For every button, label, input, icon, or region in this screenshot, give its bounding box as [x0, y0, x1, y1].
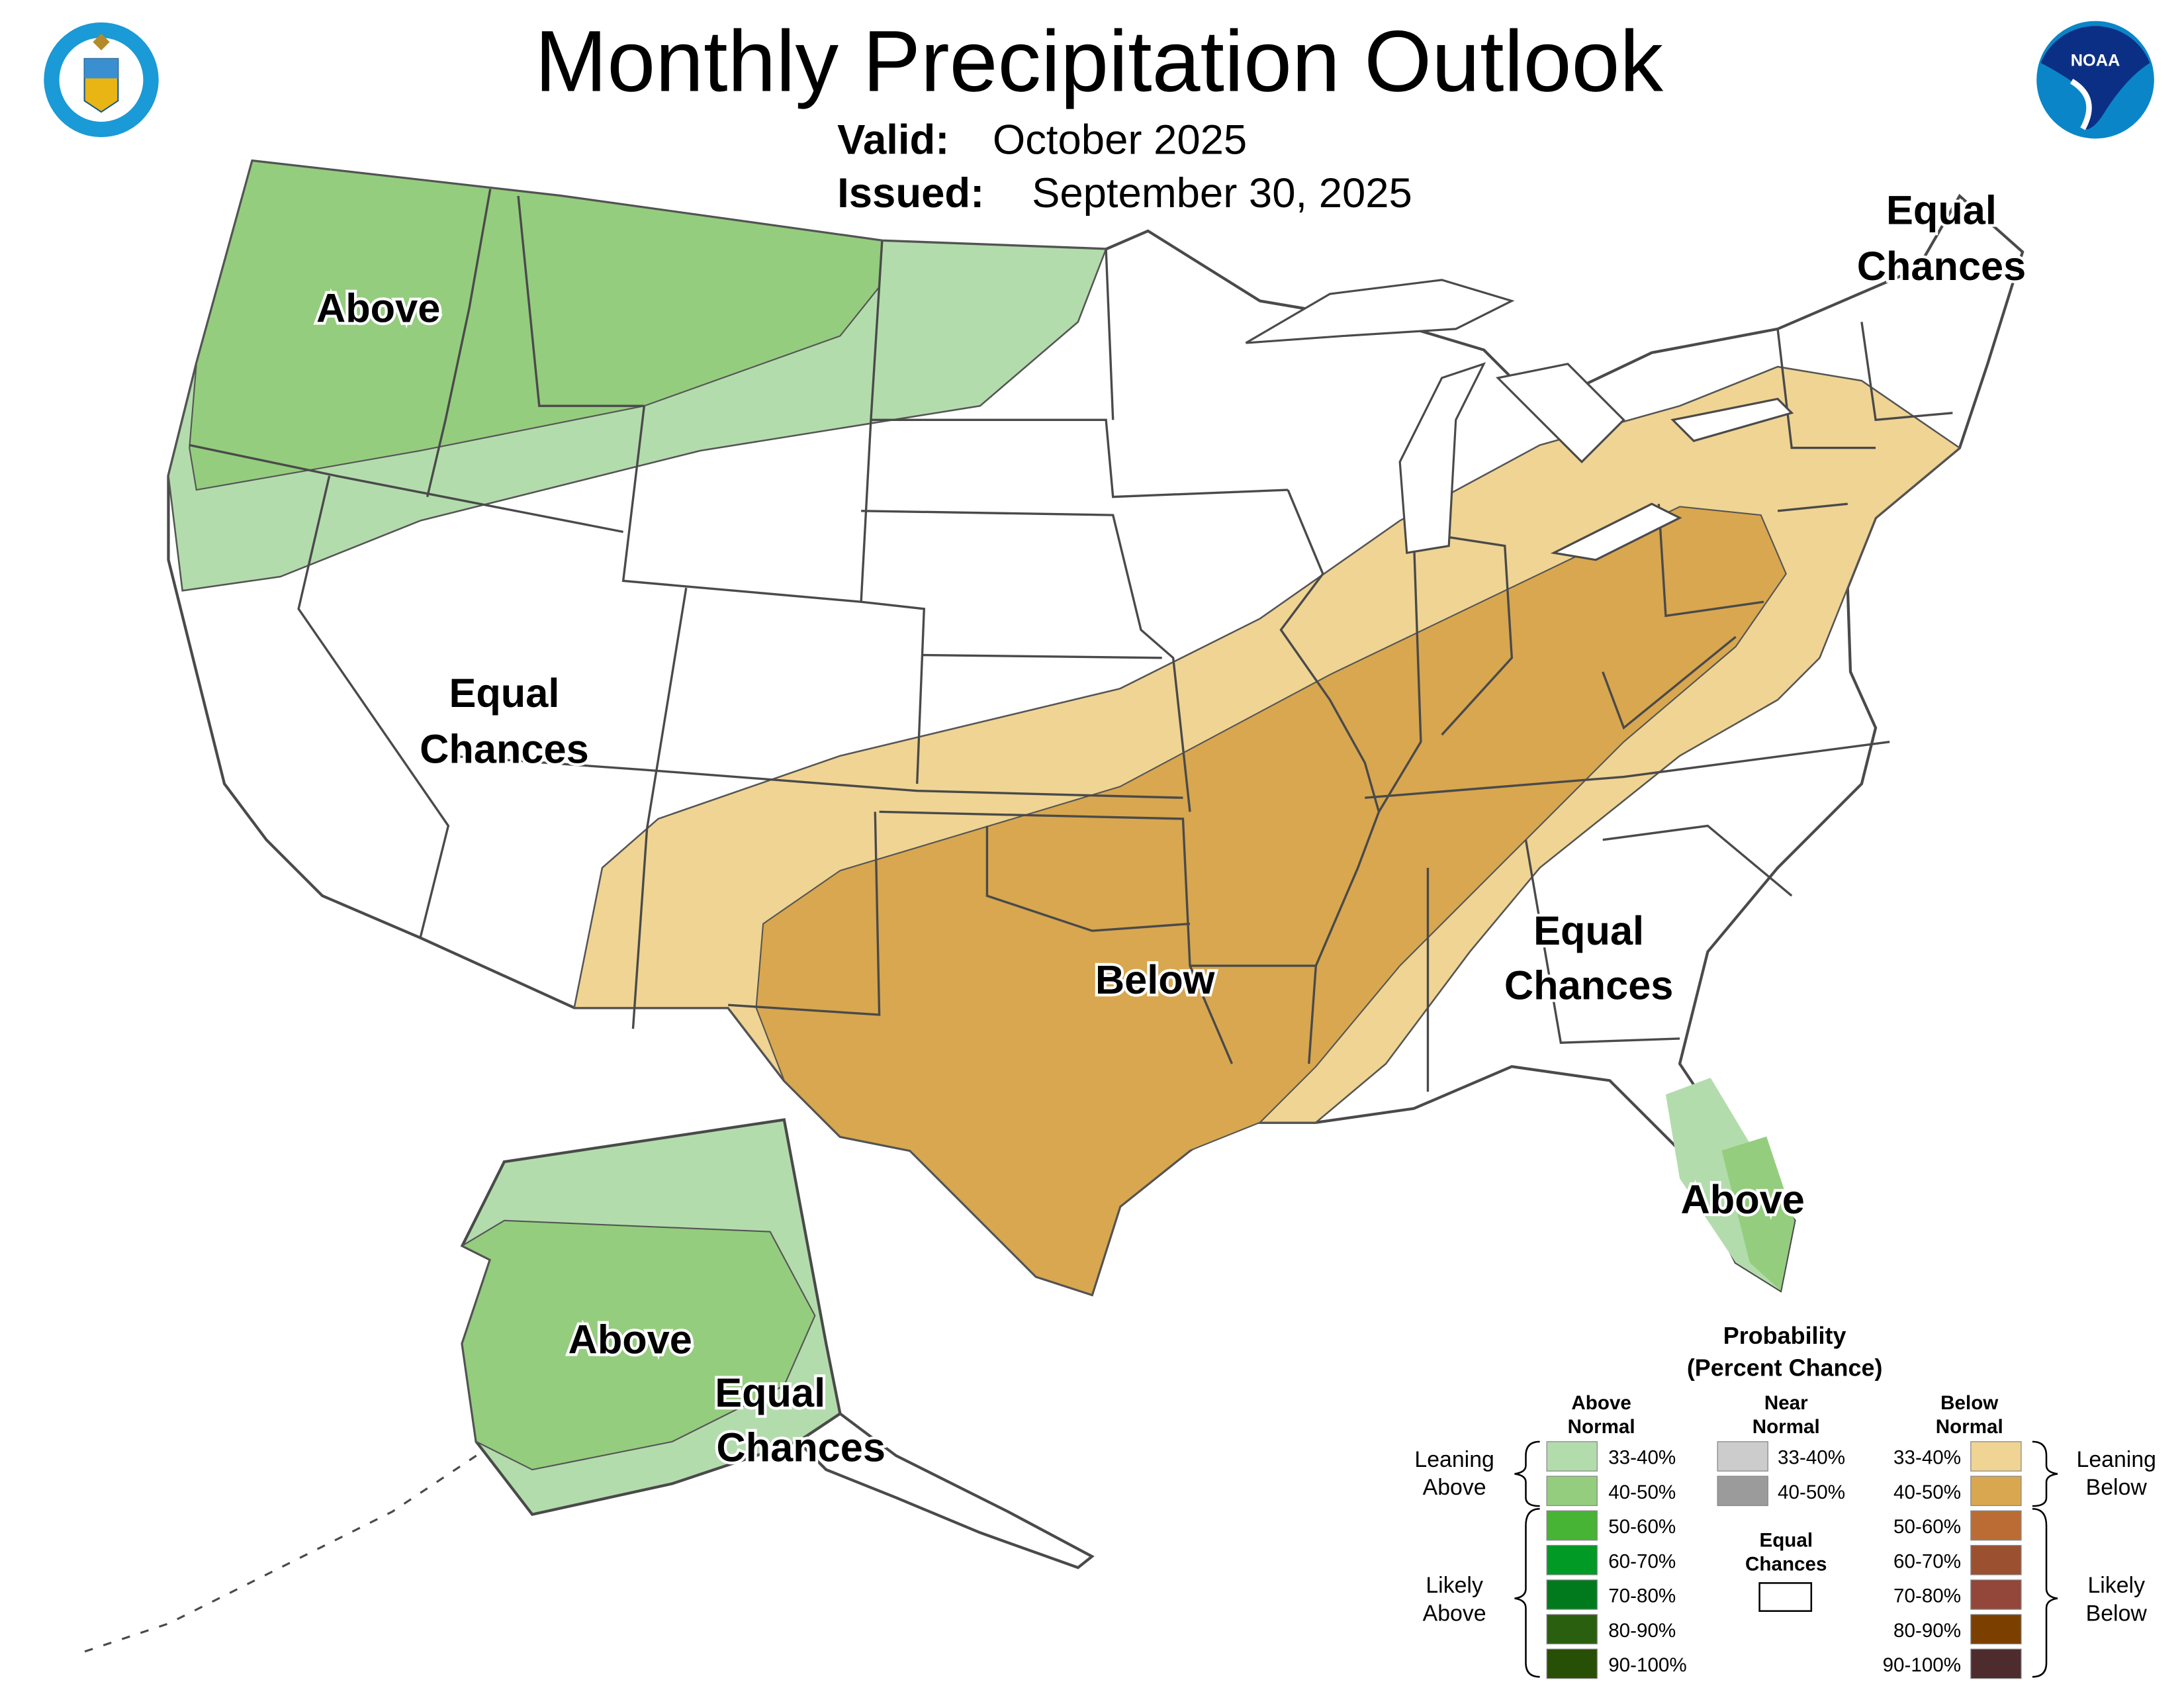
above-range-label: 50-60% — [1608, 1516, 1676, 1538]
issued-value: September 30, 2025 — [1032, 170, 1412, 216]
below-range-label: 70-80% — [1893, 1585, 1961, 1607]
leaning-below-1: Leaning — [2077, 1447, 2156, 1472]
above-header-1: Above — [1571, 1392, 1631, 1414]
likely-above-1: Likely — [1426, 1573, 1483, 1598]
label-ak-equal-1: Equal — [715, 1370, 825, 1415]
likely-below-1: Likely — [2088, 1573, 2146, 1598]
below-range-label: 40-50% — [1893, 1481, 1961, 1503]
below-swatch-80-90% — [1970, 1614, 2022, 1645]
braces — [1514, 1440, 2058, 1678]
above-swatch-50-60% — [1546, 1510, 1598, 1541]
equal-chances-swatch — [1758, 1582, 1813, 1612]
brace-leaning-below — [2032, 1440, 2058, 1507]
leaning-below-2: Below — [2086, 1475, 2148, 1500]
legend-title-2: (Percent Chance) — [1687, 1354, 1883, 1381]
svg-text:NOAA: NOAA — [2071, 51, 2120, 70]
leaning-above-1: Leaning — [1414, 1447, 1494, 1472]
below-range-label: 90-100% — [1883, 1654, 1961, 1676]
near-range-label: 40-50% — [1778, 1481, 1845, 1503]
below-swatch-90-100% — [1970, 1648, 2022, 1679]
above-range-label: 80-90% — [1608, 1620, 1676, 1642]
below-header-2: Normal — [1936, 1416, 2003, 1438]
label-nw-above: Above — [316, 285, 440, 330]
equal-label-2: Chances — [1745, 1553, 1827, 1575]
label-ne-equal-2: Chances — [1857, 243, 2026, 289]
below-swatch-60-70% — [1970, 1544, 2022, 1575]
near-header-1: Near — [1764, 1392, 1808, 1414]
above-swatch-60-70% — [1546, 1544, 1598, 1575]
above-swatch-90-100% — [1546, 1648, 1598, 1679]
above-range-label: 70-80% — [1608, 1585, 1676, 1607]
label-s-below: Below — [1095, 957, 1215, 1002]
above-range-label: 33-40% — [1608, 1447, 1676, 1469]
great-lakes — [1245, 279, 1794, 561]
label-ne-equal-1: Equal — [1886, 187, 1997, 232]
above-range-label: 60-70% — [1608, 1550, 1676, 1572]
brace-likely-below — [2032, 1508, 2058, 1678]
above-range-label: 40-50% — [1608, 1481, 1676, 1503]
state-boundaries — [189, 189, 1953, 1092]
label-ak-above: Above — [569, 1317, 692, 1362]
likely-above-2: Above — [1423, 1601, 1486, 1626]
label-fl-above: Above — [1681, 1176, 1805, 1222]
likely-below-2: Below — [2086, 1601, 2148, 1626]
aleutian-islands — [84, 1454, 477, 1653]
below-swatch-50-60% — [1970, 1510, 2022, 1541]
legend-title-1: Probability — [1723, 1322, 1846, 1349]
above-swatch-70-80% — [1546, 1579, 1598, 1610]
near-range-label: 33-40% — [1778, 1447, 1845, 1469]
conus-map — [167, 159, 2025, 1297]
above-header-2: Normal — [1568, 1416, 1635, 1438]
below-range-label: 80-90% — [1893, 1620, 1961, 1642]
label-ak-equal-2: Chances — [716, 1424, 886, 1470]
near-swatch-33-40% — [1717, 1441, 1768, 1472]
page-title: Monthly Precipitation Outlook — [535, 12, 1663, 109]
below-range-label: 33-40% — [1893, 1447, 1961, 1469]
above-swatch-40-50% — [1546, 1476, 1598, 1507]
below-swatch-70-80% — [1970, 1579, 2022, 1610]
leaning-above-2: Above — [1423, 1475, 1486, 1500]
above-swatch-80-90% — [1546, 1614, 1598, 1645]
below-swatch-40-50% — [1970, 1476, 2022, 1507]
near-swatch-40-50% — [1717, 1476, 1768, 1507]
alaska-southeast-land — [796, 1411, 1095, 1570]
valid-value: October 2025 — [993, 117, 1247, 164]
label-se-equal-2: Chances — [1504, 962, 1674, 1008]
above-40-50-region-florida — [1721, 1136, 1795, 1291]
near-header-2: Normal — [1752, 1416, 1820, 1438]
below-40-50-region — [755, 506, 1787, 1296]
noaa-logo: NOAA — [2036, 21, 2154, 139]
valid-label: Valid: — [837, 117, 949, 164]
above-range-label: 90-100% — [1608, 1654, 1686, 1676]
label-w-equal-2: Chances — [420, 726, 589, 771]
equal-label-1: Equal — [1759, 1529, 1813, 1551]
issued-label: Issued: — [837, 170, 984, 216]
below-header-1: Below — [1940, 1392, 1999, 1414]
alaska-above-40-50-region — [461, 1219, 816, 1471]
brace-likely-above — [1514, 1508, 1540, 1678]
legend: Probability (Percent Chance) Above Norma… — [1414, 1322, 2156, 1679]
label-w-equal-1: Equal — [449, 670, 559, 716]
below-swatch-33-40% — [1970, 1441, 2022, 1472]
alaska-map — [84, 1118, 1095, 1653]
label-se-equal-1: Equal — [1533, 908, 1644, 953]
brace-leaning-above — [1514, 1440, 1540, 1507]
below-range-label: 60-70% — [1893, 1550, 1961, 1572]
below-range-label: 50-60% — [1893, 1516, 1961, 1538]
above-swatch-33-40% — [1546, 1441, 1598, 1472]
commerce-seal-logo — [44, 22, 159, 138]
